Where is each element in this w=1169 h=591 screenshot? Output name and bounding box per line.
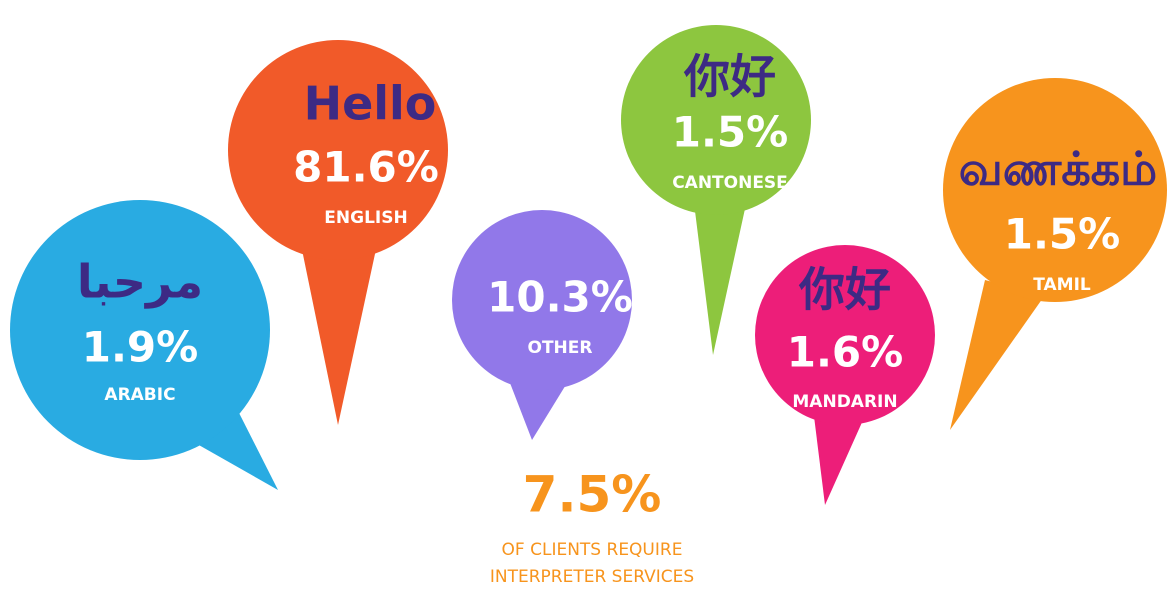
bubble-tail <box>950 280 1045 430</box>
footer-line: INTERPRETER SERVICES <box>490 567 694 587</box>
bubble-tail <box>300 240 378 425</box>
language: MANDARIN <box>792 392 897 412</box>
bubble-tail <box>693 195 748 355</box>
greeting: مرحبا <box>77 255 203 309</box>
percent: 1.9% <box>82 323 198 372</box>
bubble <box>755 245 935 425</box>
percent: 1.5% <box>1004 210 1120 259</box>
language: CANTONESE <box>672 173 788 193</box>
bubble-tamil: வணக்கம் 1.5% TAMIL <box>943 78 1167 430</box>
bubble-cantonese: 你好 1.5% CANTONESE <box>621 25 811 355</box>
language: ENGLISH <box>324 208 407 228</box>
bubble <box>10 200 270 460</box>
greeting: Hello <box>304 77 437 131</box>
footer-percent: 7.5% <box>523 466 662 524</box>
percent: 10.3% <box>487 273 633 322</box>
footer: 7.5% OF CLIENTS REQUIRE INTERPRETER SERV… <box>490 466 694 588</box>
bubble-mandarin: 你好 1.6% MANDARIN <box>755 245 935 505</box>
bubble-english: Hello 81.6% ENGLISH <box>228 40 448 425</box>
footer-line: OF CLIENTS REQUIRE <box>502 540 683 560</box>
bubble-arabic: مرحبا 1.9% ARABIC <box>10 200 278 490</box>
language: OTHER <box>528 338 593 358</box>
greeting: 你好 <box>798 263 891 317</box>
bubble <box>452 210 632 390</box>
greeting: 你好 <box>683 50 776 104</box>
language: TAMIL <box>1033 275 1091 295</box>
bubble <box>943 78 1167 302</box>
bubble <box>621 25 811 215</box>
bubble <box>228 40 448 260</box>
greeting: வணக்கம் <box>959 142 1157 196</box>
bubble-other: 10.3% OTHER <box>452 210 633 440</box>
percent: 1.5% <box>672 108 788 157</box>
percent: 81.6% <box>293 143 439 192</box>
bubble-tail <box>812 400 872 505</box>
percent: 1.6% <box>787 328 903 377</box>
language: ARABIC <box>104 385 175 405</box>
